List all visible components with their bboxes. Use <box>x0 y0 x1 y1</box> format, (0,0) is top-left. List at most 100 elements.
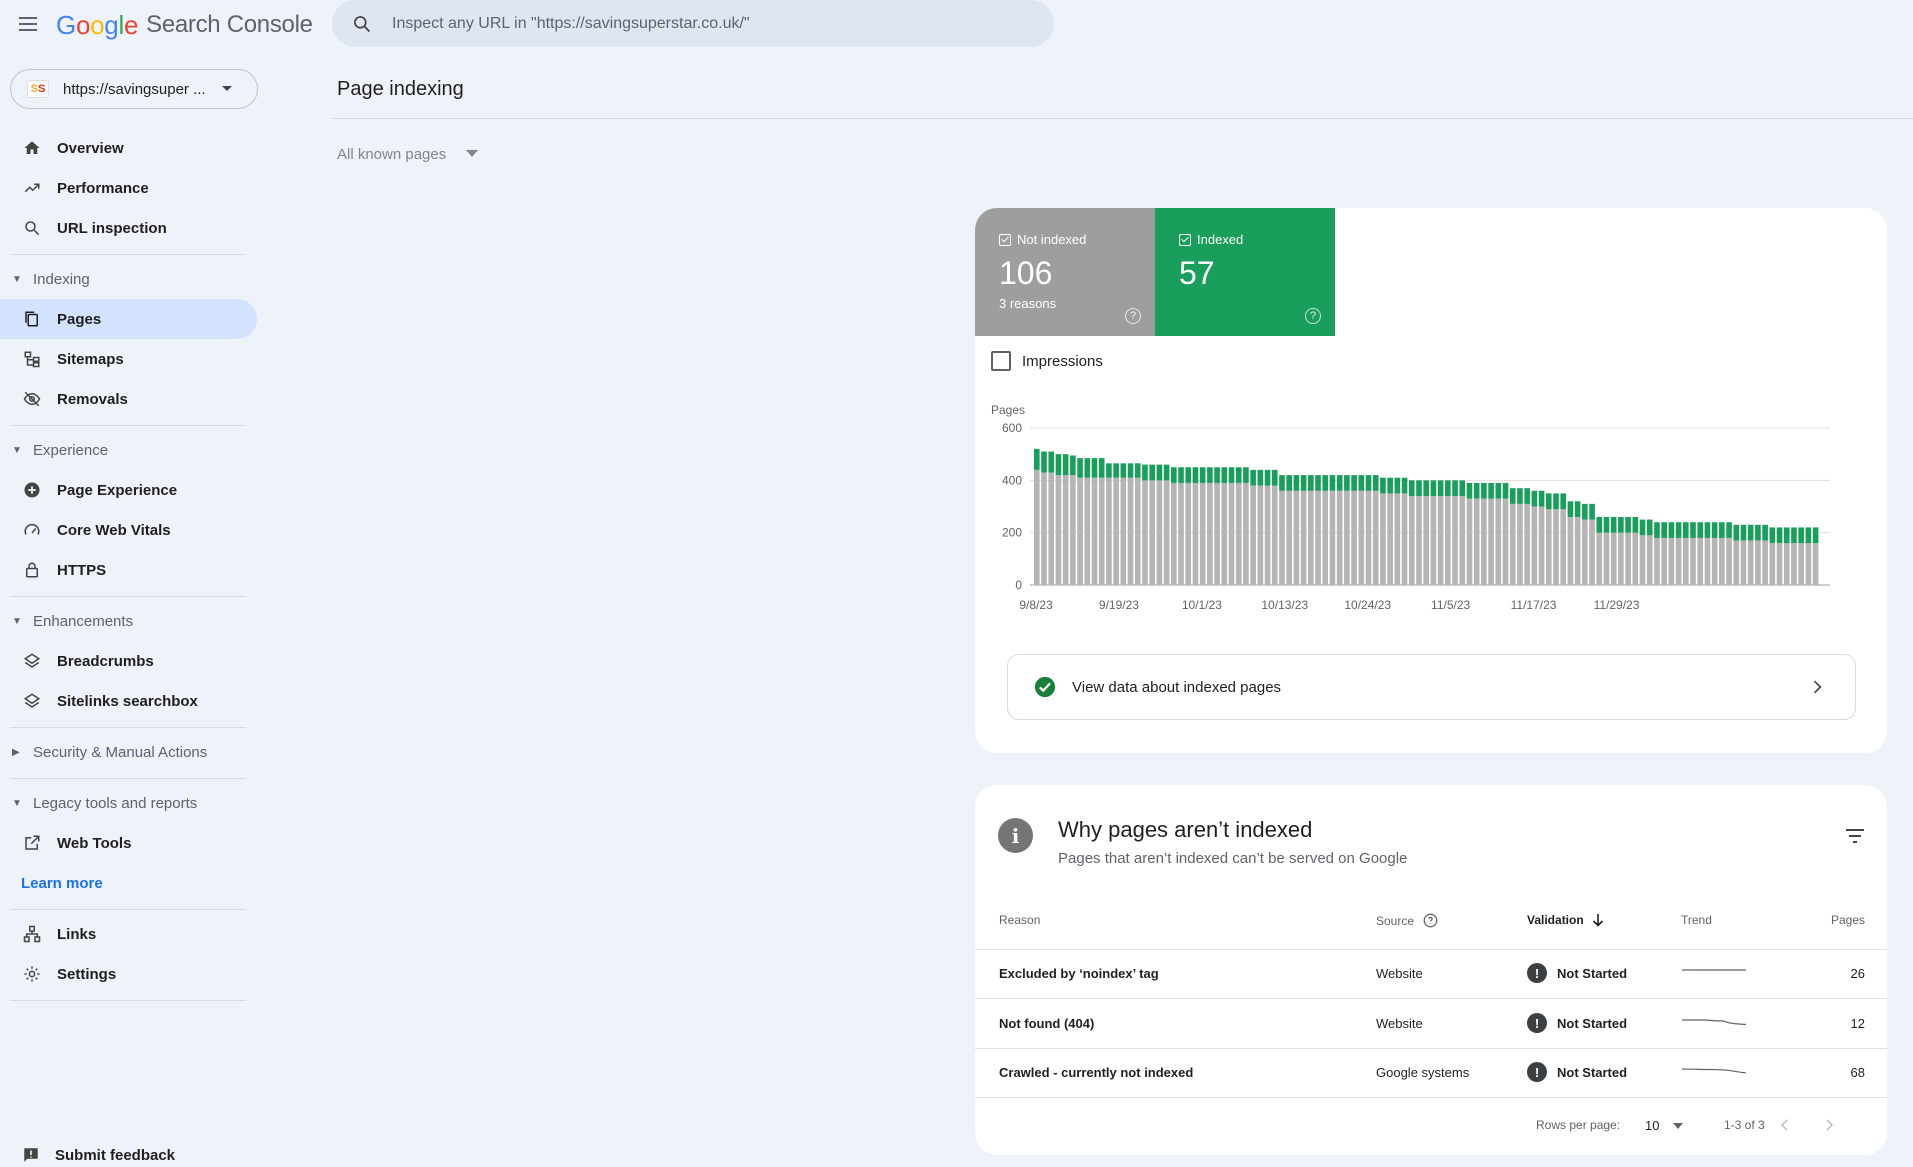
sidebar-item-label: Breadcrumbs <box>57 652 154 670</box>
lock-icon <box>22 560 42 580</box>
bar-not-indexed <box>1726 537 1732 585</box>
url-inspect-bar[interactable] <box>332 0 1054 47</box>
bar-indexed <box>1452 480 1458 497</box>
impressions-checkbox[interactable]: Impressions <box>991 351 1103 371</box>
indexed-count: 57 <box>1179 255 1215 291</box>
checkbox-unchecked-icon <box>991 351 1011 371</box>
url-inspect-input[interactable] <box>390 13 1030 34</box>
view-indexed-data-button[interactable]: View data about indexed pages <box>1007 654 1856 720</box>
table-row[interactable]: Crawled - currently not indexed Google s… <box>975 1049 1887 1098</box>
arrow-down-icon <box>1592 913 1604 927</box>
bar-not-indexed <box>1171 482 1177 585</box>
bar-indexed <box>1055 454 1062 476</box>
bar-not-indexed <box>1697 537 1704 585</box>
menu-icon[interactable] <box>16 12 40 36</box>
help-icon[interactable]: ? <box>1305 308 1321 324</box>
sidebar-item-sitemaps[interactable]: Sitemaps <box>0 339 257 379</box>
bar-indexed <box>1783 527 1790 544</box>
bar-not-indexed <box>1156 480 1163 585</box>
search-icon <box>22 218 42 238</box>
bar-indexed <box>1812 527 1819 544</box>
help-icon[interactable]: ? <box>1125 308 1141 324</box>
logo-letter: g <box>104 9 119 40</box>
indexed-tile[interactable]: Indexed 57 ? <box>1155 208 1335 336</box>
column-header-trend[interactable]: Trend <box>1681 913 1712 927</box>
sidebar-item-settings[interactable]: Settings <box>0 954 257 994</box>
open-in-new-icon <box>22 833 42 853</box>
layers-icon <box>22 691 42 711</box>
sidebar-item-breadcrumbs[interactable]: Breadcrumbs <box>0 641 257 681</box>
bar-indexed <box>1682 522 1689 538</box>
sidebar-item-performance[interactable]: Performance <box>0 168 257 208</box>
column-header-validation[interactable]: Validation <box>1527 913 1604 927</box>
bar-indexed <box>1582 503 1588 520</box>
bar-not-indexed <box>1106 477 1112 585</box>
layers-icon <box>22 651 42 671</box>
bar-not-indexed <box>1207 482 1213 585</box>
sidebar-item-removals[interactable]: Removals <box>0 379 257 419</box>
bar-indexed <box>1250 469 1256 486</box>
reason-cell: Crawled - currently not indexed <box>999 1065 1194 1080</box>
bar-indexed <box>1798 527 1804 544</box>
sidebar-item-https[interactable]: HTTPS <box>0 550 257 590</box>
bar-not-indexed <box>1524 503 1530 585</box>
table-row[interactable]: Not found (404) Website ! Not Started 12 <box>975 1000 1887 1049</box>
previous-page-button[interactable] <box>1773 1113 1797 1137</box>
sidebar-item-overview[interactable]: Overview <box>0 128 257 168</box>
section-security[interactable]: ▶ Security & Manual Actions <box>0 732 260 772</box>
bar-not-indexed <box>1315 490 1321 585</box>
bar-not-indexed <box>1690 537 1696 585</box>
bar-not-indexed <box>1322 490 1329 585</box>
bar-not-indexed <box>1351 490 1357 585</box>
sidebar-item-pages[interactable]: Pages <box>0 299 257 339</box>
sidebar-item-sitelinks-searchbox[interactable]: Sitelinks searchbox <box>0 681 257 721</box>
column-header-reason[interactable]: Reason <box>999 913 1040 927</box>
sidebar-item-links[interactable]: Links <box>0 914 257 954</box>
bar-indexed <box>1668 522 1675 538</box>
next-page-button[interactable] <box>1817 1113 1841 1137</box>
sidebar-item-url-inspection[interactable]: URL inspection <box>0 208 257 248</box>
sidebar-item-web-tools[interactable]: Web Tools <box>0 823 257 863</box>
bar-indexed <box>1243 467 1249 483</box>
page-filter-dropdown[interactable]: All known pages <box>337 142 479 166</box>
y-tick-label: 400 <box>1002 473 1022 487</box>
bar-not-indexed <box>1279 490 1285 585</box>
help-icon[interactable] <box>1423 913 1438 928</box>
bar-indexed <box>1293 475 1300 491</box>
bar-not-indexed <box>1769 543 1776 585</box>
bar-indexed <box>1697 522 1704 538</box>
learn-more-link[interactable]: Learn more <box>21 874 103 892</box>
column-header-source[interactable]: Source <box>1376 913 1438 928</box>
bar-indexed <box>1733 524 1740 541</box>
bar-not-indexed <box>1473 498 1480 585</box>
bar-not-indexed <box>1531 506 1538 585</box>
section-indexing[interactable]: ▼ Indexing <box>0 259 260 299</box>
section-legacy[interactable]: ▼ Legacy tools and reports <box>0 783 260 823</box>
not-indexed-tile[interactable]: Not indexed 106 3 reasons ? <box>975 208 1155 336</box>
sidebar-item-page-experience[interactable]: Page Experience <box>0 470 257 510</box>
chevron-down-icon <box>1673 1122 1684 1129</box>
bar-indexed <box>1574 501 1581 517</box>
bar-indexed <box>1805 527 1812 544</box>
page-filter-value: All known pages <box>337 145 447 163</box>
bar-not-indexed <box>1567 516 1574 585</box>
bar-indexed <box>1178 467 1184 483</box>
rows-per-page-select[interactable]: 10 <box>1645 1118 1684 1133</box>
section-enhancements[interactable]: ▼ Enhancements <box>0 601 260 641</box>
bar-indexed <box>1459 480 1466 497</box>
section-experience[interactable]: ▼ Experience <box>0 430 260 470</box>
table-row[interactable]: Excluded by ‘noindex’ tag Website ! Not S… <box>975 950 1887 999</box>
submit-feedback-button[interactable]: Submit feedback <box>22 1143 175 1167</box>
bar-indexed <box>1509 488 1516 504</box>
bar-not-indexed <box>1733 540 1740 585</box>
filter-list-icon[interactable] <box>1845 829 1865 843</box>
chevron-right-icon <box>1807 677 1827 697</box>
bar-not-indexed <box>1654 537 1660 585</box>
caret-down-icon: ▼ <box>12 797 22 809</box>
bar-indexed <box>1423 480 1430 497</box>
column-header-pages[interactable]: Pages <box>1831 913 1865 927</box>
bar-not-indexed <box>1661 537 1667 585</box>
sidebar-item-core-web-vitals[interactable]: Core Web Vitals <box>0 510 257 550</box>
